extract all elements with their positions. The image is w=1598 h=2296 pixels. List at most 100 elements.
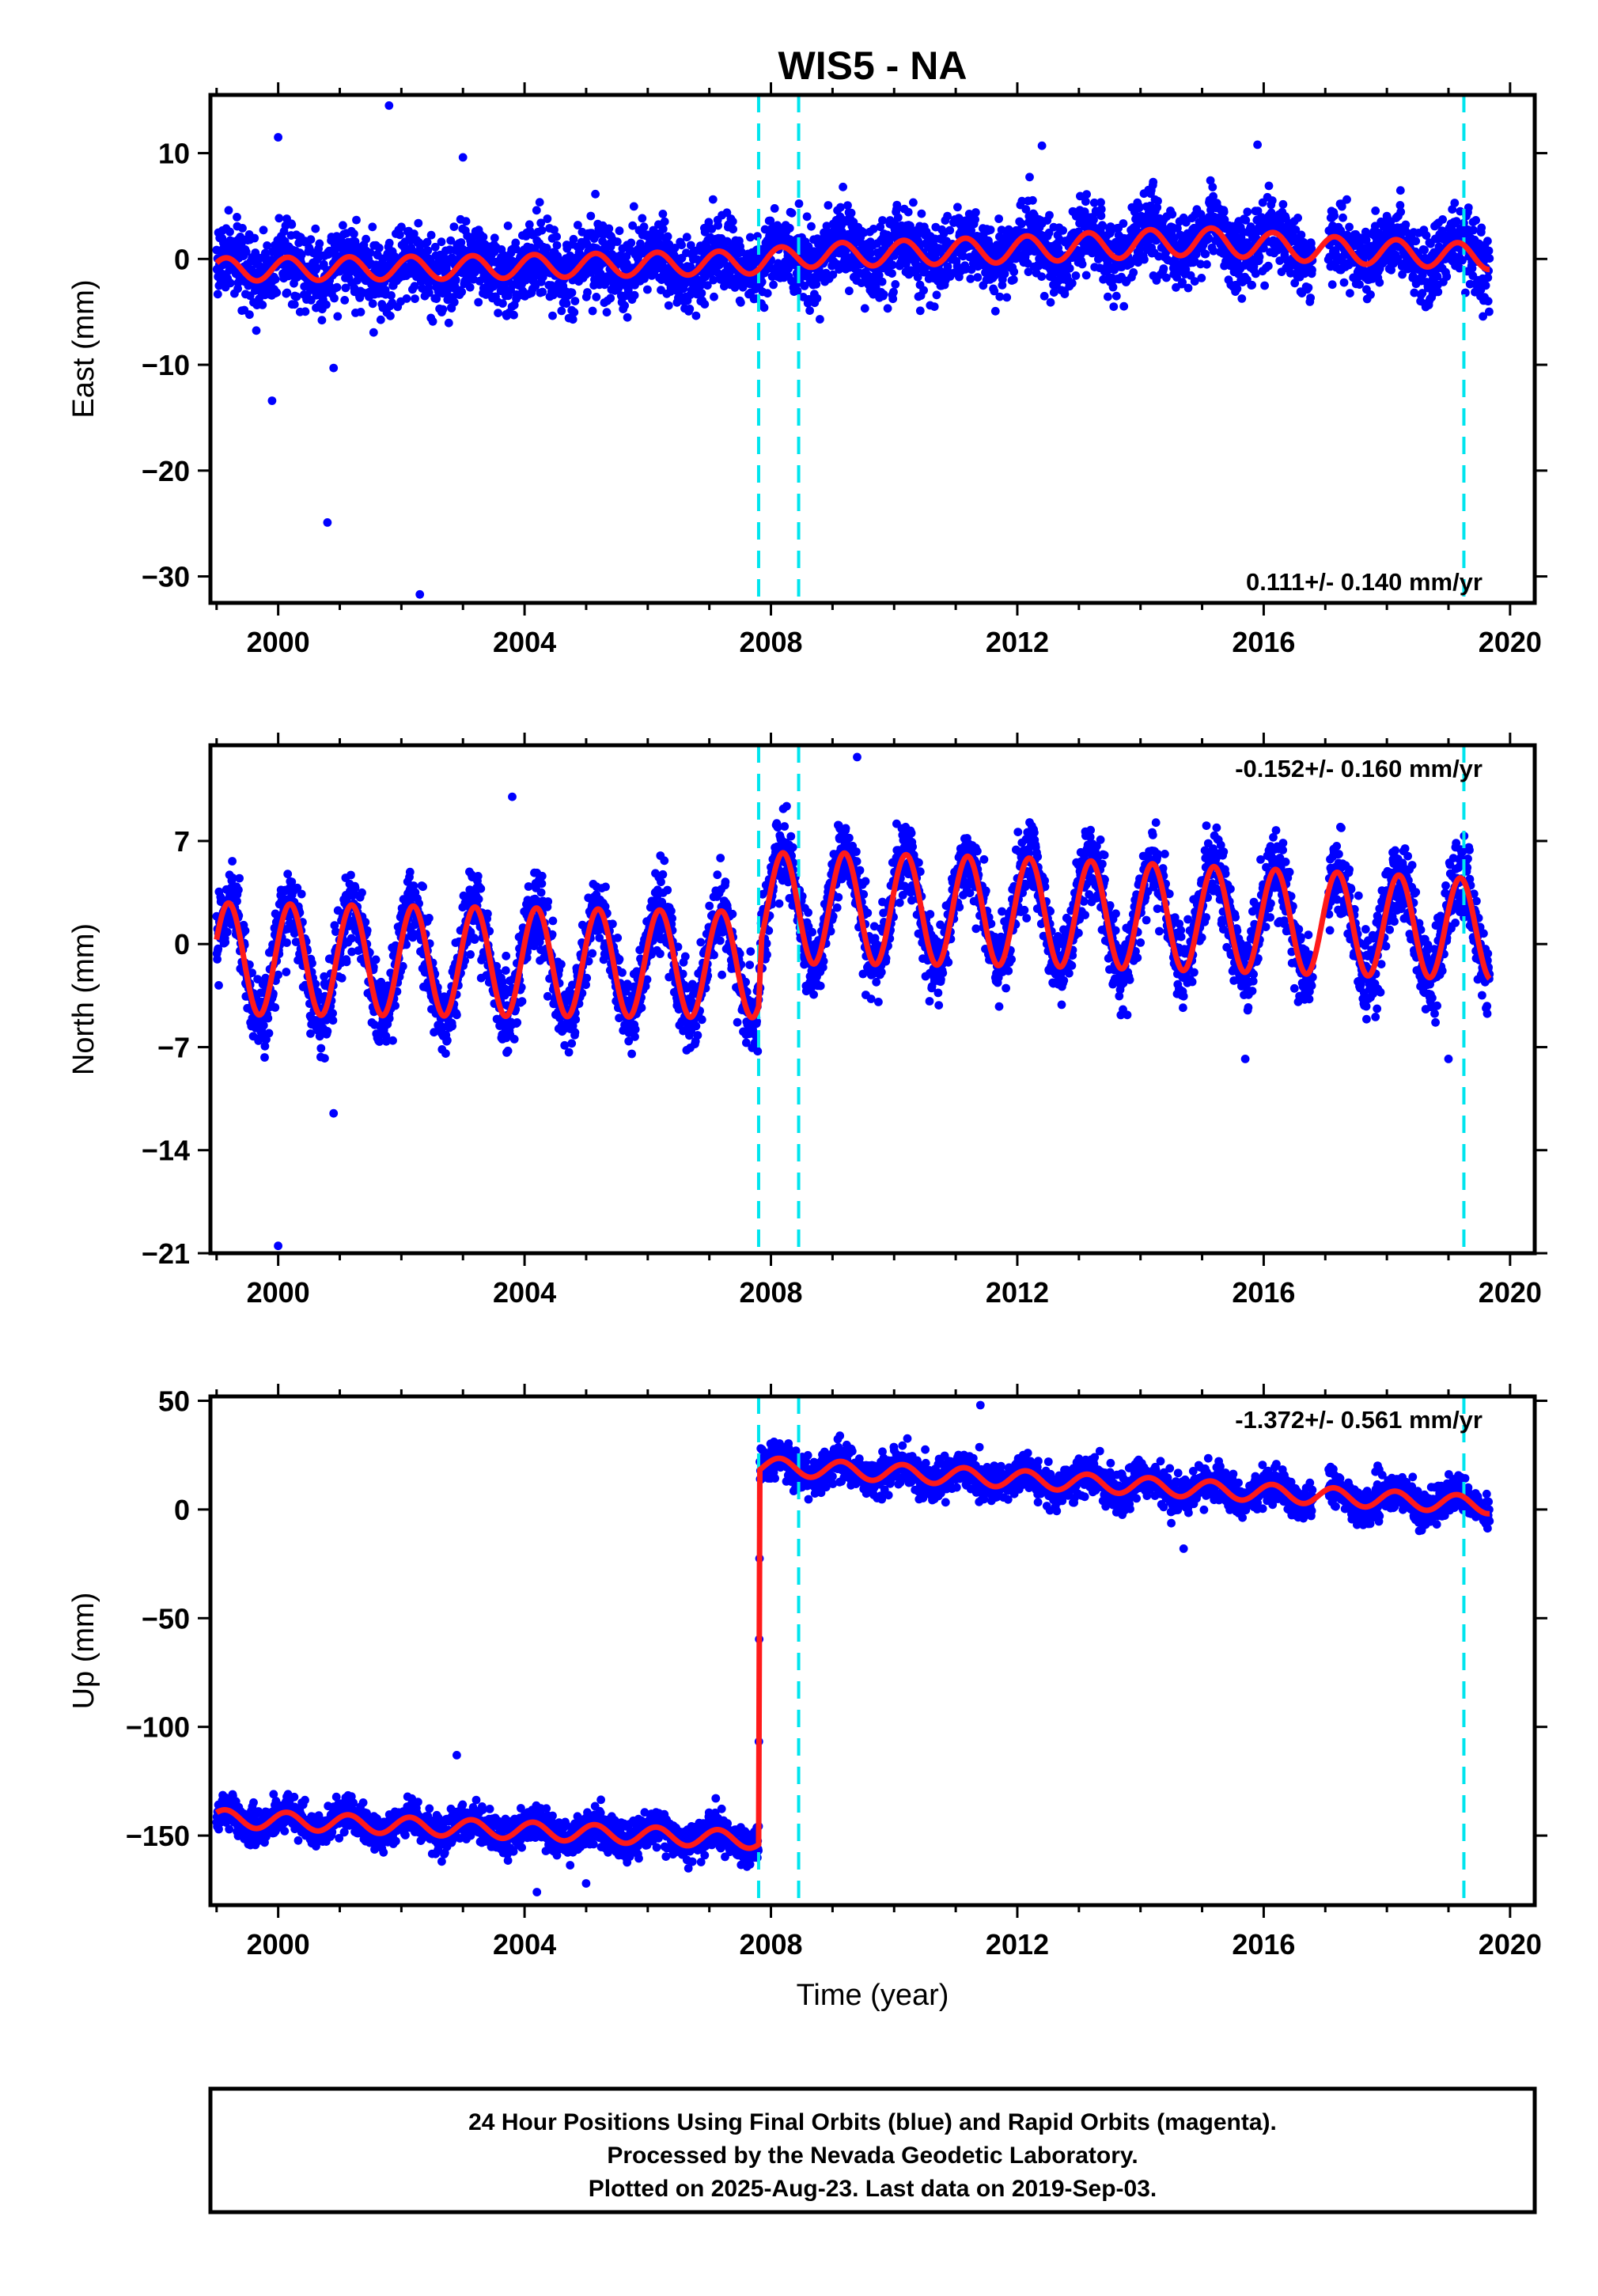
position-point bbox=[770, 204, 779, 213]
position-point bbox=[892, 200, 902, 210]
position-point bbox=[1081, 197, 1090, 206]
position-point bbox=[869, 225, 878, 233]
position-point bbox=[816, 315, 824, 324]
position-point bbox=[543, 214, 552, 223]
position-point bbox=[729, 225, 737, 234]
position-point bbox=[524, 220, 534, 229]
position-point bbox=[973, 273, 983, 282]
position-point bbox=[1342, 195, 1351, 204]
position-point bbox=[430, 242, 440, 252]
x-tick-label: 2000 bbox=[247, 626, 310, 658]
position-point bbox=[638, 214, 647, 223]
outlier-point bbox=[329, 363, 339, 373]
position-point bbox=[1346, 289, 1354, 297]
position-point bbox=[252, 326, 261, 335]
position-point bbox=[1306, 294, 1315, 302]
panels-group: 2000 2004 2008 2012 2016 2020100−10−20−30East… bbox=[67, 82, 1547, 2012]
position-point bbox=[1071, 271, 1081, 280]
position-point bbox=[670, 244, 680, 252]
position-point bbox=[932, 290, 941, 300]
position-point bbox=[341, 283, 350, 293]
position-point bbox=[466, 950, 475, 959]
y-tick-label: 0 bbox=[174, 243, 190, 275]
position-point bbox=[422, 237, 432, 247]
position-point bbox=[282, 938, 291, 947]
position-point bbox=[1183, 283, 1193, 293]
position-point bbox=[448, 1021, 456, 1031]
position-point bbox=[1119, 301, 1129, 311]
position-point bbox=[282, 968, 291, 976]
position-point bbox=[271, 1003, 280, 1012]
position-point bbox=[1469, 225, 1478, 235]
position-point bbox=[333, 312, 343, 321]
panel-east: 2000 2004 2008 2012 2016 2020100−10−20−30East… bbox=[67, 82, 1547, 658]
position-point bbox=[240, 926, 250, 935]
position-point bbox=[548, 290, 558, 300]
position-point bbox=[1197, 274, 1206, 282]
daily-positions-east bbox=[212, 100, 1494, 599]
position-point bbox=[214, 981, 223, 990]
position-point bbox=[615, 226, 624, 236]
position-point bbox=[282, 288, 292, 297]
position-point bbox=[225, 227, 234, 237]
x-tick-label: 2012 bbox=[986, 626, 1049, 658]
position-point bbox=[376, 315, 385, 324]
position-point bbox=[539, 272, 547, 282]
position-point bbox=[1162, 273, 1171, 282]
position-point bbox=[1140, 255, 1149, 264]
position-point bbox=[685, 305, 695, 313]
position-point bbox=[1077, 260, 1087, 269]
position-point bbox=[443, 1036, 452, 1045]
position-point bbox=[550, 225, 559, 234]
position-point bbox=[994, 214, 1003, 223]
position-point bbox=[710, 292, 718, 301]
position-point bbox=[1477, 223, 1486, 233]
position-point bbox=[700, 300, 710, 309]
position-point bbox=[953, 203, 962, 212]
position-point bbox=[235, 873, 244, 883]
position-point bbox=[287, 220, 297, 229]
position-point bbox=[1438, 215, 1447, 224]
position-point bbox=[1395, 186, 1405, 195]
position-point bbox=[1134, 203, 1144, 213]
position-point bbox=[557, 306, 566, 316]
position-point bbox=[990, 306, 1000, 316]
position-point bbox=[1039, 291, 1049, 301]
position-point bbox=[1009, 267, 1019, 276]
position-point bbox=[323, 1027, 332, 1036]
position-point bbox=[836, 203, 845, 212]
position-point bbox=[317, 316, 327, 325]
position-point bbox=[426, 230, 436, 240]
position-point bbox=[1375, 278, 1384, 287]
position-point bbox=[498, 299, 507, 308]
position-point bbox=[532, 206, 541, 215]
position-point bbox=[457, 287, 467, 297]
position-point bbox=[1082, 190, 1091, 199]
position-point bbox=[1248, 280, 1256, 290]
position-point bbox=[290, 300, 299, 309]
position-point bbox=[658, 210, 668, 218]
position-point bbox=[503, 222, 513, 230]
position-point bbox=[548, 311, 557, 320]
position-point bbox=[292, 292, 301, 301]
position-point bbox=[1201, 249, 1210, 259]
position-point bbox=[1339, 213, 1347, 222]
position-point bbox=[604, 224, 614, 233]
position-point bbox=[591, 189, 600, 199]
position-point bbox=[368, 299, 377, 309]
position-point bbox=[1264, 181, 1274, 191]
position-point bbox=[223, 927, 232, 937]
position-point bbox=[697, 289, 706, 297]
position-point bbox=[606, 294, 615, 303]
position-point bbox=[691, 311, 701, 320]
position-point bbox=[759, 303, 769, 313]
position-point bbox=[874, 271, 884, 280]
position-point bbox=[451, 275, 460, 285]
position-point bbox=[586, 211, 596, 221]
position-point bbox=[828, 270, 838, 279]
position-point bbox=[271, 275, 280, 284]
position-point bbox=[919, 286, 928, 295]
position-point bbox=[356, 308, 365, 316]
position-point bbox=[362, 234, 370, 244]
